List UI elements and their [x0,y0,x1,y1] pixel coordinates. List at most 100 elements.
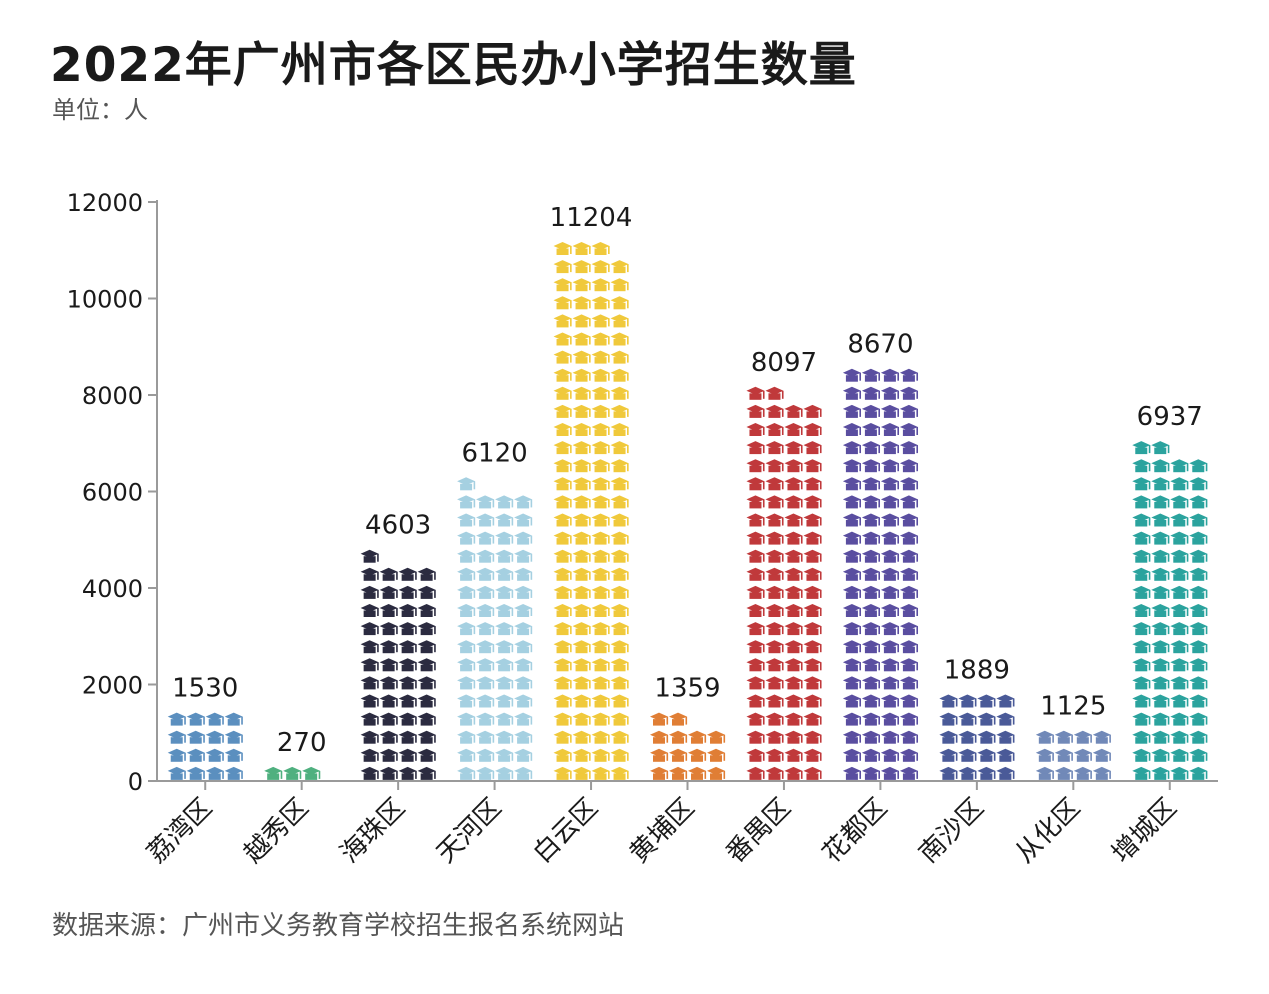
graduation-cap-icon [572,694,591,708]
graduation-cap-icon [610,296,629,310]
graduation-cap-icon [1189,730,1208,744]
graduation-cap-icon [784,604,803,617]
graduation-cap-icon [1054,730,1073,744]
graduation-cap-icon [1151,459,1170,473]
graduation-cap-icon [572,604,591,617]
graduation-cap-icon [476,676,495,690]
graduation-cap-icon [803,712,822,726]
graduation-cap-icon [610,712,629,726]
graduation-cap-icon [224,766,243,780]
graduation-cap-icon [1170,495,1189,509]
graduation-cap-icon [553,658,572,672]
graduation-cap-icon [457,694,476,708]
graduation-cap-icon [1170,604,1189,617]
graduation-cap-icon [1092,766,1111,780]
graduation-cap-icon [1189,549,1208,563]
graduation-cap-icon [746,694,765,708]
graduation-cap-icon [457,477,476,491]
graduation-cap-icon [880,513,900,527]
bar-3 [360,549,436,780]
x-tick-label: 从化区 [1010,793,1086,869]
graduation-cap-icon [784,676,803,690]
graduation-cap-icon [553,242,572,255]
graduation-cap-icon [417,748,436,762]
bar-8 [842,368,919,780]
x-tick-label: 番禺区 [721,793,797,869]
graduation-cap-icon [610,495,629,509]
graduation-cap-icon [591,350,610,364]
graduation-cap-icon [379,622,398,636]
graduation-cap-icon [591,585,610,599]
graduation-cap-icon [650,712,669,726]
bar-9 [939,694,1015,780]
graduation-cap-icon [899,604,919,617]
graduation-cap-icon [765,567,784,581]
graduation-cap-icon [1151,694,1170,708]
graduation-cap-icon [784,549,803,563]
graduation-cap-icon [880,730,900,744]
graduation-cap-icon [591,386,610,400]
graduation-cap-icon [572,278,591,292]
graduation-cap-icon [1170,766,1189,780]
graduation-cap-icon [476,658,495,672]
graduation-cap-icon [360,658,379,672]
graduation-cap-icon [746,441,765,455]
graduation-cap-icon [765,513,784,527]
graduation-cap-icon [861,459,881,473]
graduation-cap-icon [1189,676,1208,690]
graduation-cap-icon [553,640,572,654]
graduation-cap-icon [1132,495,1151,509]
graduation-cap-icon [360,604,379,617]
graduation-cap-icon [765,404,784,418]
bar-11 [1132,441,1208,780]
data-label: 4603 [365,511,431,541]
graduation-cap-icon [1189,513,1208,527]
graduation-cap-icon [1170,748,1189,762]
graduation-cap-icon [553,368,572,382]
graduation-cap-icon [842,495,862,509]
graduation-cap-icon [379,567,398,581]
graduation-cap-icon [899,495,919,509]
graduation-cap-icon [746,477,765,491]
graduation-cap-icon [205,766,224,780]
data-label: 6120 [462,438,528,468]
graduation-cap-icon [996,730,1015,744]
graduation-cap-icon [880,694,900,708]
graduation-cap-icon [224,748,243,762]
graduation-cap-icon [610,766,629,780]
graduation-cap-icon [457,495,476,509]
graduation-cap-icon [224,712,243,726]
y-tick-label: 8000 [82,382,143,410]
graduation-cap-icon [495,495,514,509]
graduation-cap-icon [765,730,784,744]
graduation-cap-icon [765,531,784,545]
graduation-cap-icon [417,585,436,599]
graduation-cap-icon [553,676,572,690]
graduation-cap-icon [572,622,591,636]
graduation-cap-icon [1151,513,1170,527]
graduation-cap-icon [842,549,862,563]
x-tick-label: 越秀区 [238,793,314,869]
graduation-cap-icon [553,748,572,762]
graduation-cap-icon [1132,513,1151,527]
graduation-cap-icon [899,748,919,762]
graduation-cap-icon [1151,730,1170,744]
data-label: 270 [277,728,327,758]
graduation-cap-icon [958,748,977,762]
graduation-cap-icon [803,748,822,762]
graduation-cap-icon [457,640,476,654]
graduation-cap-icon [842,585,862,599]
graduation-cap-icon [572,260,591,274]
graduation-cap-icon [591,748,610,762]
graduation-cap-icon [899,658,919,672]
graduation-cap-icon [1170,477,1189,491]
graduation-cap-icon [167,730,186,744]
graduation-cap-icon [495,567,514,581]
graduation-cap-icon [842,694,862,708]
graduation-cap-icon [880,441,900,455]
x-tick-label: 天河区 [431,793,507,869]
graduation-cap-icon [899,386,919,400]
graduation-cap-icon [939,730,958,744]
graduation-cap-icon [398,694,417,708]
graduation-cap-icon [572,585,591,599]
